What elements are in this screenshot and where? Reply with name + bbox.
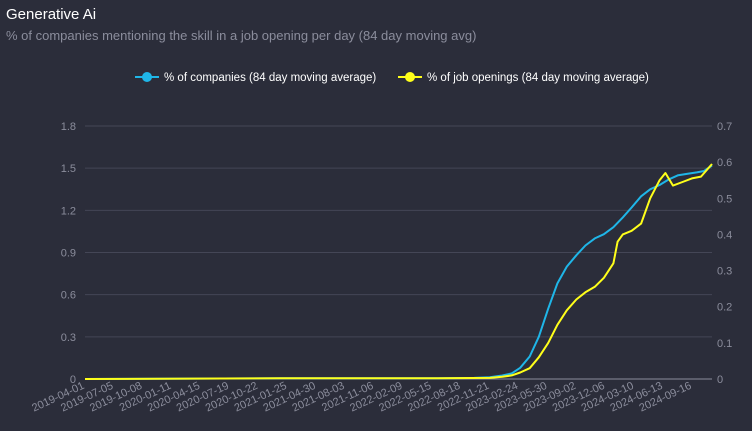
y-right-tick-label: 0: [717, 374, 723, 386]
y-right-tick-label: 0.2: [717, 302, 732, 314]
y-right-tick-label: 0.5: [717, 193, 732, 205]
page-subtitle: % of companies mentioning the skill in a…: [6, 28, 477, 43]
series-line-job-openings: [84, 163, 713, 380]
axes-layer: 0 0.3 0.6 0.9 1.2 1.5 1.8 0 0.1 0.2 0.3 0.4 0.5 0.6 0.…: [30, 121, 732, 415]
legend-label: % of job openings (84 day moving average…: [427, 72, 649, 84]
y-left-tick-label: 0: [70, 374, 76, 386]
y-right-tick-label: 0.7: [717, 121, 732, 133]
y-right-tick-label: 0.3: [717, 266, 732, 278]
series-layer: [84, 163, 713, 380]
y-left-tick-label: 1.8: [61, 121, 76, 133]
y-right-tick-label: 0.4: [717, 229, 732, 241]
legend-label: % of companies (84 day moving average): [164, 72, 376, 84]
y-right-tick-label: 0.1: [717, 338, 732, 350]
y-left-tick-label: 0.9: [61, 248, 76, 260]
y-left-tick-label: 0.3: [61, 332, 76, 344]
y-left-tick-label: 1.5: [61, 163, 76, 175]
y-right-tick-label: 0.6: [717, 157, 732, 169]
chart-legend: % of companies (84 day moving average) % …: [135, 72, 649, 84]
grid-layer: [85, 125, 712, 338]
y-left-tick-label: 1.2: [61, 205, 76, 217]
legend-marker: [405, 72, 415, 82]
y-left-tick-label: 0.6: [61, 290, 76, 302]
legend-marker: [142, 72, 152, 82]
series-line-companies: [84, 164, 713, 380]
page-title: Generative Ai: [6, 6, 97, 23]
